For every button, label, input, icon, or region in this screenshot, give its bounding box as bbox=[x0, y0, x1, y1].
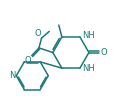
Text: O: O bbox=[100, 48, 106, 57]
Text: NH: NH bbox=[82, 64, 94, 73]
Text: N: N bbox=[9, 71, 15, 80]
Text: O: O bbox=[24, 56, 31, 65]
Text: NH: NH bbox=[82, 31, 94, 40]
Text: O: O bbox=[34, 29, 40, 38]
